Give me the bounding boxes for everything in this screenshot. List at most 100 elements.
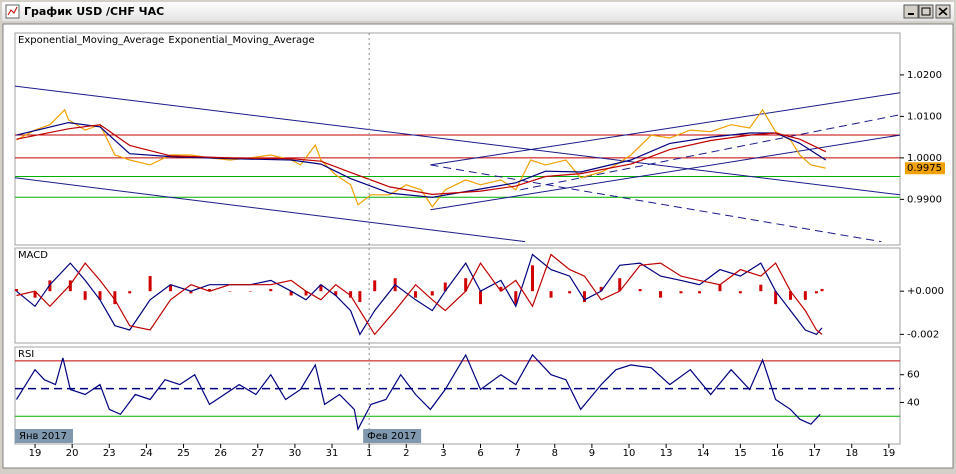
histogram-bar	[698, 291, 702, 294]
y-tick-label: 0.9900	[907, 194, 942, 205]
histogram-bar	[414, 291, 418, 298]
histogram-bar	[759, 284, 763, 292]
panel	[14, 32, 901, 246]
panel	[14, 346, 901, 445]
histogram-bar	[189, 291, 193, 294]
histogram-bar	[128, 291, 132, 294]
y-tick-label: 40	[907, 397, 920, 408]
close-glyph	[938, 7, 948, 16]
histogram-bar	[820, 289, 824, 292]
histogram-bar	[803, 291, 807, 300]
trend-line	[15, 177, 526, 243]
histogram-bar	[530, 265, 534, 292]
y-tick-label: -0.002	[907, 329, 939, 340]
series-line	[16, 124, 827, 196]
x-tick-label: 7	[514, 448, 520, 459]
x-tick-label: 20	[66, 448, 79, 459]
histogram-bar	[659, 291, 663, 298]
histogram-bar	[814, 291, 818, 294]
histogram-bar	[33, 291, 37, 298]
histogram-bar	[228, 291, 232, 292]
x-tick-label: 19	[882, 448, 895, 459]
month-marker-label: Янв 2017	[19, 431, 67, 442]
histogram-bar	[443, 282, 447, 292]
histogram-bar	[289, 291, 293, 296]
x-tick-label: 1	[366, 448, 372, 459]
x-tick-label: 26	[214, 448, 227, 459]
histogram-bar	[618, 278, 622, 292]
x-tick-label: 23	[103, 448, 116, 459]
price-tag-label: 0.9975	[907, 163, 942, 174]
series-line	[15, 353, 821, 432]
histogram-bar	[582, 291, 586, 302]
histogram-bar	[349, 291, 353, 298]
histogram-bar	[304, 291, 308, 296]
plot	[15, 353, 900, 432]
x-tick-label: 6	[477, 448, 483, 459]
panel	[14, 247, 901, 344]
x-tick-label: 13	[660, 448, 673, 459]
x-tick-label: 31	[326, 448, 339, 459]
x-tick-label: 10	[623, 448, 636, 459]
x-tick-label: 3	[440, 448, 446, 459]
trend-line	[15, 85, 900, 196]
histogram-bar	[479, 291, 483, 305]
x-tick-label: 25	[177, 448, 190, 459]
panel-title: MACD	[18, 250, 48, 261]
histogram-bar	[638, 289, 642, 292]
plot	[15, 253, 824, 336]
histogram-bar	[358, 291, 362, 302]
window-icon-glyph	[7, 6, 18, 16]
histogram-bar	[208, 289, 212, 292]
x-tick-label: 27	[251, 448, 264, 459]
series-line	[16, 108, 826, 208]
histogram-bar	[499, 286, 503, 292]
x-tick-label: 18	[845, 448, 858, 459]
x-tick-label: 9	[589, 448, 595, 459]
histogram-bar	[113, 291, 117, 305]
trend-line	[430, 164, 882, 243]
maximize-button[interactable]	[918, 4, 934, 19]
histogram-bar	[464, 278, 468, 292]
histogram-bar	[68, 280, 72, 292]
month-marker	[15, 429, 73, 443]
x-tick-label: 8	[552, 448, 558, 459]
histogram-bar	[319, 284, 323, 292]
month-marker	[363, 429, 422, 443]
x-tick-label: 17	[808, 448, 821, 459]
trend-line	[430, 134, 900, 211]
x-tick-label: 24	[140, 448, 153, 459]
maximize-glyph	[921, 7, 931, 16]
histogram-bar	[169, 284, 173, 292]
x-tick-label: 2	[403, 448, 409, 459]
y-tick-label: 60	[907, 370, 920, 381]
minimize-button[interactable]	[903, 4, 919, 19]
histogram-bar	[48, 280, 52, 292]
histogram-bar	[430, 291, 434, 296]
x-tick-label: 15	[734, 448, 747, 459]
price-tag	[905, 162, 945, 175]
histogram-bar	[788, 291, 792, 300]
histogram-bar	[568, 291, 572, 294]
y-tick-label: 1.0200	[907, 70, 942, 81]
x-tick-label: 14	[697, 448, 710, 459]
charts: 1.0200 1.0100 1.0000 0.9900 +0.000 -0.002 MACD…	[14, 32, 945, 459]
histogram-bar	[738, 291, 742, 294]
histogram-bar	[334, 291, 338, 296]
histogram-bar	[248, 291, 252, 292]
legend-entry: Exponential_Moving_Average	[18, 35, 164, 46]
histogram-bar	[679, 291, 683, 294]
histogram-bar	[373, 280, 377, 292]
y-tick-label: +0.000	[907, 286, 944, 297]
histogram-bar	[15, 289, 18, 292]
x-tick-label: 19	[29, 448, 42, 459]
histogram-bar	[269, 289, 273, 292]
title-bar	[2, 2, 954, 21]
histogram-bar	[774, 291, 778, 305]
plot	[15, 85, 900, 243]
histogram-bar	[83, 291, 87, 300]
histogram-bar	[98, 291, 102, 300]
window-buttons	[903, 4, 951, 19]
histogram-bar	[148, 276, 152, 292]
